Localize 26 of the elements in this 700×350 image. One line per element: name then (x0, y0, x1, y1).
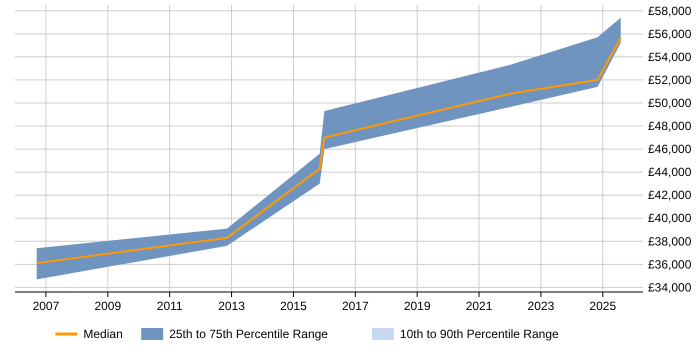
y-tick-label: £34,000 (648, 280, 692, 294)
x-tick-label: 2019 (404, 299, 431, 313)
x-tick-label: 2017 (342, 299, 369, 313)
x-tick-label: 2013 (218, 299, 246, 313)
x-tick-label: 2021 (466, 299, 493, 313)
x-tick-label: 2023 (528, 299, 555, 313)
y-tick-label: £38,000 (648, 234, 692, 248)
x-tick-label: 2007 (32, 299, 60, 313)
y-tick-label: £44,000 (648, 165, 692, 180)
legend-label: Median (83, 327, 123, 341)
y-tick-label: £54,000 (648, 50, 692, 64)
legend-label: 25th to 75th Percentile Range (169, 327, 328, 341)
y-tick-label: £40,000 (648, 211, 692, 226)
x-tick-label: 2009 (94, 299, 122, 313)
y-tick-label: £42,000 (648, 188, 692, 202)
x-tick-label: 2011 (156, 299, 183, 313)
y-tick-label: £36,000 (648, 257, 692, 272)
x-tick-label: 2015 (280, 299, 308, 313)
y-tick-label: £48,000 (648, 119, 692, 134)
y-tick-label: £46,000 (648, 142, 692, 156)
x-tick-label: 2025 (589, 299, 616, 313)
y-tick-label: £50,000 (648, 96, 692, 110)
y-tick-label: £52,000 (648, 72, 692, 87)
legend-label: 10th to 90th Percentile Range (400, 327, 560, 341)
y-tick-label: £56,000 (648, 26, 692, 41)
y-tick-label: £58,000 (648, 4, 692, 18)
